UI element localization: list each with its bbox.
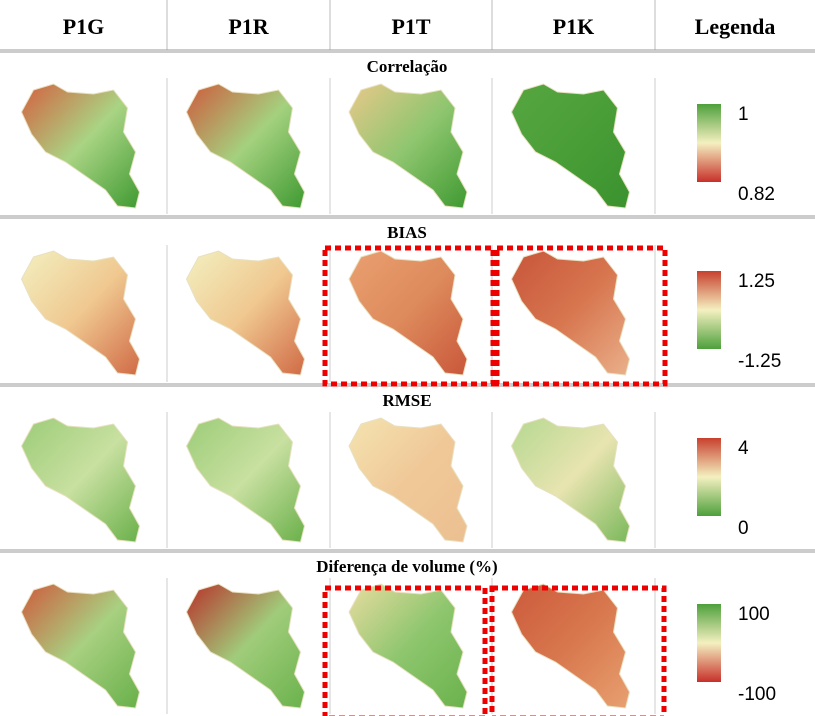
map xyxy=(187,418,305,542)
map xyxy=(349,418,467,542)
map xyxy=(22,418,140,542)
basin-shape xyxy=(22,251,140,375)
map xyxy=(512,84,630,208)
map xyxy=(22,84,140,208)
map xyxy=(512,251,630,375)
basin-shape xyxy=(187,418,305,542)
basin-shape xyxy=(349,418,467,542)
legend-min: 0 xyxy=(738,518,749,539)
basin-shape xyxy=(512,84,630,208)
basin-shape xyxy=(512,418,630,542)
basin-shape xyxy=(349,584,467,708)
legend-bar xyxy=(697,104,721,182)
legend-bar xyxy=(697,604,721,682)
map xyxy=(22,584,140,708)
legend-bar xyxy=(697,438,721,516)
basin-shape xyxy=(349,251,467,375)
map xyxy=(187,84,305,208)
section-title: Diferença de volume (%) xyxy=(316,557,497,576)
basin-shape xyxy=(187,84,305,208)
column-header: P1T xyxy=(391,14,430,39)
basin-shape xyxy=(22,418,140,542)
section-title: RMSE xyxy=(382,391,431,410)
map xyxy=(22,251,140,375)
map xyxy=(187,251,305,375)
basin-shape xyxy=(512,584,630,708)
legend-max: 4 xyxy=(738,438,749,459)
basin-shape xyxy=(512,251,630,375)
map xyxy=(349,251,467,375)
basin-shape xyxy=(187,584,305,708)
basin-shape xyxy=(22,584,140,708)
section-title: Correlação xyxy=(367,57,448,76)
column-header: P1K xyxy=(553,14,595,39)
basin-shape xyxy=(187,251,305,375)
map xyxy=(512,418,630,542)
legend-max: 100 xyxy=(738,604,770,625)
map xyxy=(187,584,305,708)
figure: P1G P1R P1T P1K Legenda Correlação 1 0.82 BIAS 1.… xyxy=(0,0,815,716)
legend-bar xyxy=(697,271,721,349)
column-header: P1R xyxy=(228,14,269,39)
legend-min: -1.25 xyxy=(738,351,781,372)
map xyxy=(349,84,467,208)
map xyxy=(512,584,630,708)
legend-max: 1 xyxy=(738,104,749,125)
column-header: Legenda xyxy=(695,14,776,39)
section-title: BIAS xyxy=(387,223,427,242)
legend-min: -100 xyxy=(738,684,776,705)
basin-shape xyxy=(22,84,140,208)
map xyxy=(349,584,467,708)
column-header: P1G xyxy=(63,14,105,39)
legend-max: 1.25 xyxy=(738,271,775,292)
basin-shape xyxy=(349,84,467,208)
legend-min: 0.82 xyxy=(738,184,775,205)
